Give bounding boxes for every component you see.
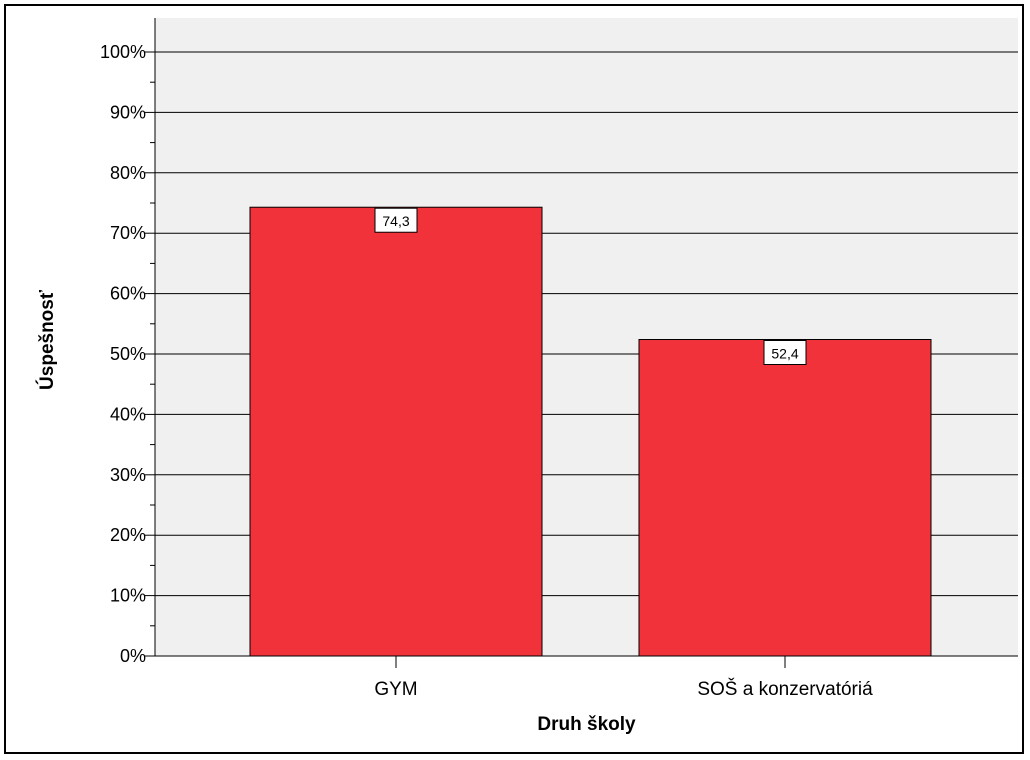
bar-2 xyxy=(639,340,931,656)
data-label: 74,3 xyxy=(382,213,409,229)
y-tick-label: 90% xyxy=(110,102,146,122)
bar-1 xyxy=(250,207,542,656)
x-axis: GYM SOŠ a konzervatóriá xyxy=(155,656,1018,700)
y-tick-label: 30% xyxy=(110,465,146,485)
x-category-label: GYM xyxy=(374,679,417,700)
y-axis: 0% 10% 20% 30% 40% 50% 60% 70% 80% 90% 100% xyxy=(100,18,155,666)
y-tick-label: 100% xyxy=(100,42,146,62)
y-tick-label: 50% xyxy=(110,344,146,364)
y-tick-label: 70% xyxy=(110,223,146,243)
x-category-label: SOŠ a konzervatóriá xyxy=(697,678,873,700)
data-label: 52,4 xyxy=(771,346,798,362)
y-axis-title: Úspešnosť xyxy=(36,289,58,390)
y-tick-label: 10% xyxy=(110,586,146,606)
y-tick-label: 0% xyxy=(120,646,146,666)
y-tick-label: 20% xyxy=(110,525,146,545)
y-tick-label: 60% xyxy=(110,284,146,304)
y-tick-label: 80% xyxy=(110,163,146,183)
x-axis-title: Druh školy xyxy=(537,714,636,735)
y-tick-label: 40% xyxy=(110,404,146,424)
